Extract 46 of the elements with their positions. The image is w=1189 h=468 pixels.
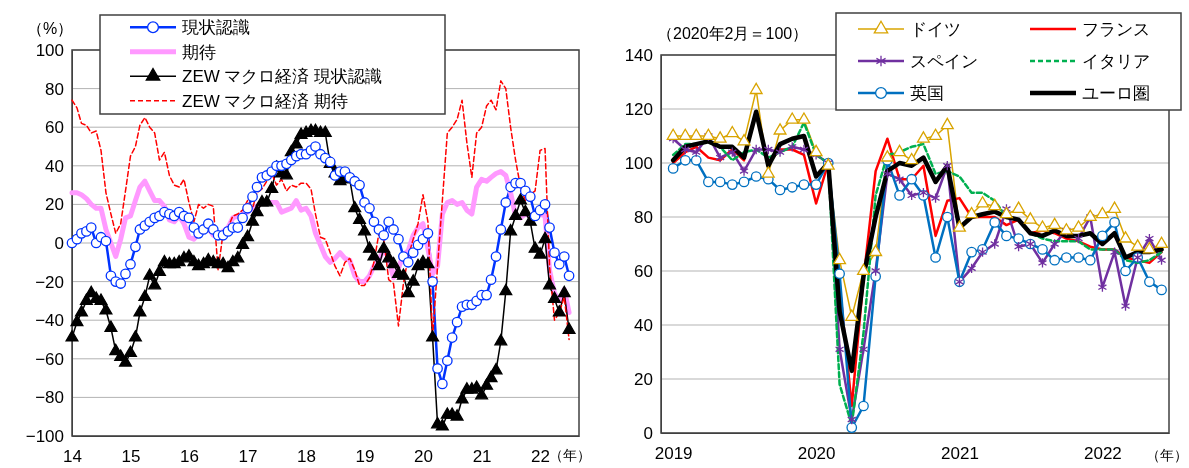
y-tick-label: 0 — [643, 423, 653, 443]
legend-label: 英国 — [910, 84, 944, 104]
legend-label: 期待 — [182, 42, 216, 62]
y-tick-label: 40 — [45, 156, 64, 176]
y-tick-label: 140 — [624, 45, 653, 65]
legend-label: ZEW マクロ経済 期待 — [182, 91, 349, 111]
legend-label: スペイン — [910, 52, 978, 72]
x-tick-label: 2020 — [797, 444, 836, 464]
x-tick-label: 14 — [63, 447, 82, 467]
y-tick-label: −40 — [35, 311, 64, 331]
y-tick-label: 100 — [35, 40, 64, 60]
x-tick-label: 15 — [121, 447, 141, 467]
y-tick-label: 60 — [634, 261, 653, 281]
x-tick-label: 19 — [355, 447, 375, 467]
x-tick-label: 20 — [414, 447, 433, 467]
legend-label: ZEW マクロ経済 現状認識 — [182, 67, 383, 87]
y-tick-label: 80 — [45, 79, 64, 99]
x-tick-label: 2021 — [941, 444, 979, 464]
legend-label: フランス — [1082, 20, 1150, 40]
legend-label: 現状認識 — [182, 18, 250, 38]
x-tick-label: 2022 — [1084, 444, 1122, 464]
x-axis-title: （年） — [549, 447, 591, 463]
legend-label: イタリア — [1082, 52, 1150, 72]
x-tick-label: 2019 — [654, 444, 693, 464]
x-tick-label: 22 — [531, 447, 551, 467]
y-tick-label: 0 — [54, 233, 64, 253]
x-tick-label: 21 — [472, 447, 492, 467]
y-tick-label: 40 — [634, 315, 653, 335]
y-axis-title: （2020年2月＝100） — [657, 25, 809, 42]
y-tick-label: −60 — [35, 349, 64, 369]
y-tick-label: 20 — [634, 369, 653, 389]
y-tick-label: −20 — [35, 272, 64, 292]
y-tick-label: −80 — [35, 388, 64, 408]
legend-label: ドイツ — [910, 20, 961, 40]
x-tick-label: 16 — [179, 447, 199, 467]
legend-label: ユーロ圏 — [1082, 84, 1150, 104]
y-axis-title: （%） — [27, 20, 74, 37]
y-tick-label: 120 — [624, 99, 653, 119]
y-tick-label: 20 — [45, 195, 64, 215]
y-tick-label: −100 — [25, 426, 64, 446]
x-tick-label: 17 — [238, 447, 258, 467]
x-tick-label: 18 — [297, 447, 316, 467]
y-tick-label: 80 — [634, 207, 653, 227]
x-axis-title: （年） — [1146, 447, 1188, 463]
y-tick-label: 60 — [45, 118, 64, 138]
y-tick-label: 100 — [624, 153, 653, 173]
